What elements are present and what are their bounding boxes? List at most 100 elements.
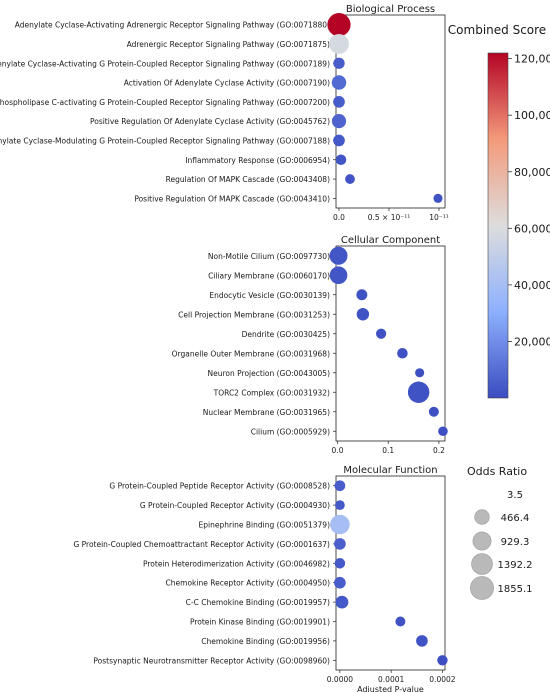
size-legend-marker <box>471 553 493 575</box>
data-point <box>356 308 370 321</box>
x-axis-label: Adjusted P-value <box>357 685 424 692</box>
data-point <box>329 34 349 54</box>
x-tick-label: 0.2 <box>433 446 445 455</box>
category-label: C-C Chemokine Binding (GO:0019957) <box>186 598 330 607</box>
x-tick-label: 0.0002 <box>429 675 455 684</box>
data-point <box>415 368 425 378</box>
data-point <box>334 480 346 492</box>
category-label: Protein Heterodimerization Activity (GO:… <box>143 559 330 568</box>
category-label: Postsynaptic Neurotransmitter Receptor A… <box>93 656 330 665</box>
panel-1: Biological Process Adenylate Cyclase-Acti… <box>0 4 449 222</box>
x-tick-label: 0.1 <box>382 446 394 455</box>
category-label: Activation Of Adenylate Cyclase Activity… <box>124 79 330 88</box>
data-point <box>330 514 350 535</box>
panel-title: Biological Process <box>346 4 435 15</box>
x-tick-label: 0.5 × 10⁻¹¹ <box>368 213 411 222</box>
category-label: Adenylate Cyclase-Modulating G Protein-C… <box>0 136 330 145</box>
panel-frame <box>335 245 446 442</box>
data-point <box>334 576 346 589</box>
category-label: Non-Motile Cilium (GO:0097730) <box>208 252 330 261</box>
category-label: Ciliary Membrane (GO:0060170) <box>208 271 330 280</box>
data-point <box>331 114 347 129</box>
x-tick-label: 10⁻¹¹ <box>429 213 449 222</box>
data-point <box>329 266 348 285</box>
data-point <box>395 616 406 627</box>
category-label: Phospholipase C-activating G Protein-Cou… <box>0 98 330 107</box>
category-label: G Protein-Coupled Receptor Activity (GO:… <box>140 501 330 510</box>
category-label: Chemokine Binding (GO:0019956) <box>201 637 330 646</box>
category-label: Organelle Outer Membrane (GO:0031968) <box>172 349 330 358</box>
panels-group: Biological Process Adenylate Cyclase-Acti… <box>0 4 456 692</box>
colorbar: Combined Score 20,000 40,000 60,000 80,000 1… <box>448 23 550 399</box>
data-point <box>345 174 355 184</box>
data-point <box>397 347 408 359</box>
category-label: Inflammatory Response (GO:0006954) <box>185 156 330 165</box>
data-point <box>334 538 346 550</box>
category-label: Chemokine Receptor Activity (GO:0004950) <box>166 579 331 588</box>
category-label: Endocytic Vesicle (GO:0030139) <box>209 291 330 300</box>
x-tick-label: 0.0 <box>333 213 345 222</box>
category-label: Cilium (GO:0005929) <box>251 427 330 436</box>
colorbar-tick-label: 20,000 <box>514 335 550 348</box>
colorbar-bar <box>487 52 509 399</box>
category-label: TORC2 Complex (GO:0031932) <box>213 388 330 397</box>
size-legend-label: 466.4 <box>501 513 530 524</box>
category-label: G Protein-Coupled Chemoattractant Recept… <box>73 540 330 549</box>
data-point <box>416 635 428 647</box>
panel-title: Cellular Component <box>341 235 440 246</box>
category-label: Neuron Projection (GO:0043005) <box>208 369 331 378</box>
data-point <box>331 75 347 90</box>
category-label: Epinephrine Binding (GO:0051379) <box>199 521 331 530</box>
colorbar-ticks: 20,000 40,000 60,000 80,000 100,000 120,000 <box>508 53 550 348</box>
size-legend-label: 1855.1 <box>498 584 533 595</box>
data-point <box>376 328 387 339</box>
data-point <box>356 289 368 301</box>
size-legend: Odds Ratio 3.5 466.4 929.3 1392.2 1855.1 <box>467 465 533 600</box>
panel-frame <box>335 475 446 671</box>
size-legend-label: 3.5 <box>507 490 523 501</box>
colorbar-tick-label: 40,000 <box>514 279 550 292</box>
data-point <box>437 655 448 666</box>
category-label: Regulation Of MAPK Cascade (GO:0043408) <box>166 175 330 184</box>
data-point <box>333 57 345 69</box>
data-point <box>327 13 351 37</box>
size-legend-title: Odds Ratio <box>467 465 527 478</box>
data-point <box>407 381 430 403</box>
size-legend-marker <box>472 531 492 551</box>
size-legend-items: 3.5 466.4 929.3 1392.2 1855.1 <box>470 490 533 600</box>
data-point <box>334 500 345 510</box>
size-legend-marker <box>474 509 490 525</box>
category-label: Adenylate Cyclase-Activating G Protein-C… <box>0 59 330 68</box>
data-point <box>329 246 348 265</box>
data-point <box>335 154 347 166</box>
x-tick-label: 0.0 <box>332 446 344 455</box>
category-label: Cell Projection Membrane (GO:0031253) <box>178 310 330 319</box>
x-tick-label: 0.0001 <box>378 675 404 684</box>
category-label: G Protein-Coupled Peptide Receptor Activ… <box>109 482 330 491</box>
colorbar-tick-label: 100,000 <box>514 109 550 122</box>
data-point <box>433 193 443 203</box>
category-label: Adrenergic Receptor Signaling Pathway (G… <box>127 40 330 49</box>
category-label: Protein Kinase Binding (GO:0019901) <box>190 618 330 627</box>
panel-frame <box>335 14 446 209</box>
colorbar-title: Combined Score <box>448 23 546 37</box>
panel-3: Molecular Function G Protein-Coupled Pept… <box>73 465 455 692</box>
data-point <box>428 406 439 417</box>
colorbar-tick-label: 60,000 <box>514 222 550 235</box>
data-point <box>333 134 345 147</box>
data-point <box>334 558 346 569</box>
size-legend-marker <box>470 576 494 600</box>
x-tick-label: 0.0000 <box>327 675 353 684</box>
category-label: Positive Regulation Of Adenylate Cyclase… <box>90 117 330 126</box>
data-point <box>333 96 345 108</box>
category-label: Dendrite (GO:0030425) <box>242 330 330 339</box>
panel-title: Molecular Function <box>343 465 437 476</box>
colorbar-tick-label: 120,000 <box>514 53 550 66</box>
data-point <box>335 595 349 609</box>
category-label: Nuclear Membrane (GO:0031965) <box>203 408 330 417</box>
size-legend-label: 929.3 <box>501 537 530 548</box>
data-point <box>438 426 448 437</box>
size-legend-label: 1392.2 <box>498 560 533 571</box>
panel-2: Cellular Component Non-Motile Cilium (GO:… <box>172 235 448 455</box>
